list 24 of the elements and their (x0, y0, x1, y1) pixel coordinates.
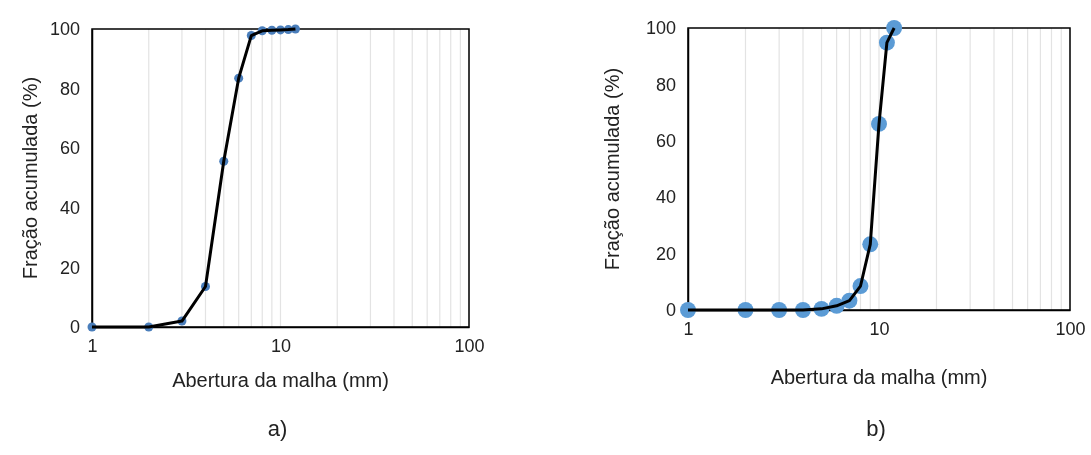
x-tick-label: 1 (683, 318, 694, 339)
y-tick-label: 80 (655, 74, 676, 95)
text: b) (866, 416, 886, 441)
y-tick-label: 80 (59, 78, 80, 99)
y-tick-label: 40 (655, 187, 676, 208)
y-tick-label: 20 (655, 243, 676, 264)
y-tick-label: 20 (59, 257, 80, 278)
y-axis-title: Fração acumulada (%) (601, 67, 623, 271)
x-axis-title: Abertura da malha (mm) (770, 366, 988, 388)
y-axis-title: Fração acumulada (%) (19, 76, 41, 280)
x-tick-label: 1 (87, 335, 98, 356)
y-tick-label: 0 (69, 317, 80, 338)
y-tick-label: 0 (665, 300, 676, 321)
y-tick-label: 100 (645, 18, 676, 39)
y-tick-label: 40 (59, 198, 80, 219)
x-tick-label: 100 (454, 335, 485, 356)
y-tick-label: 100 (49, 19, 80, 40)
y-tick-label: 60 (655, 131, 676, 152)
x-tick-label: 100 (1055, 318, 1086, 339)
x-tick-label: 10 (270, 335, 292, 356)
x-tick-label: 10 (869, 318, 890, 339)
x-axis-title: Abertura da malha (mm) (172, 369, 389, 391)
text: a) (267, 416, 288, 441)
y-tick-label: 60 (59, 138, 80, 159)
